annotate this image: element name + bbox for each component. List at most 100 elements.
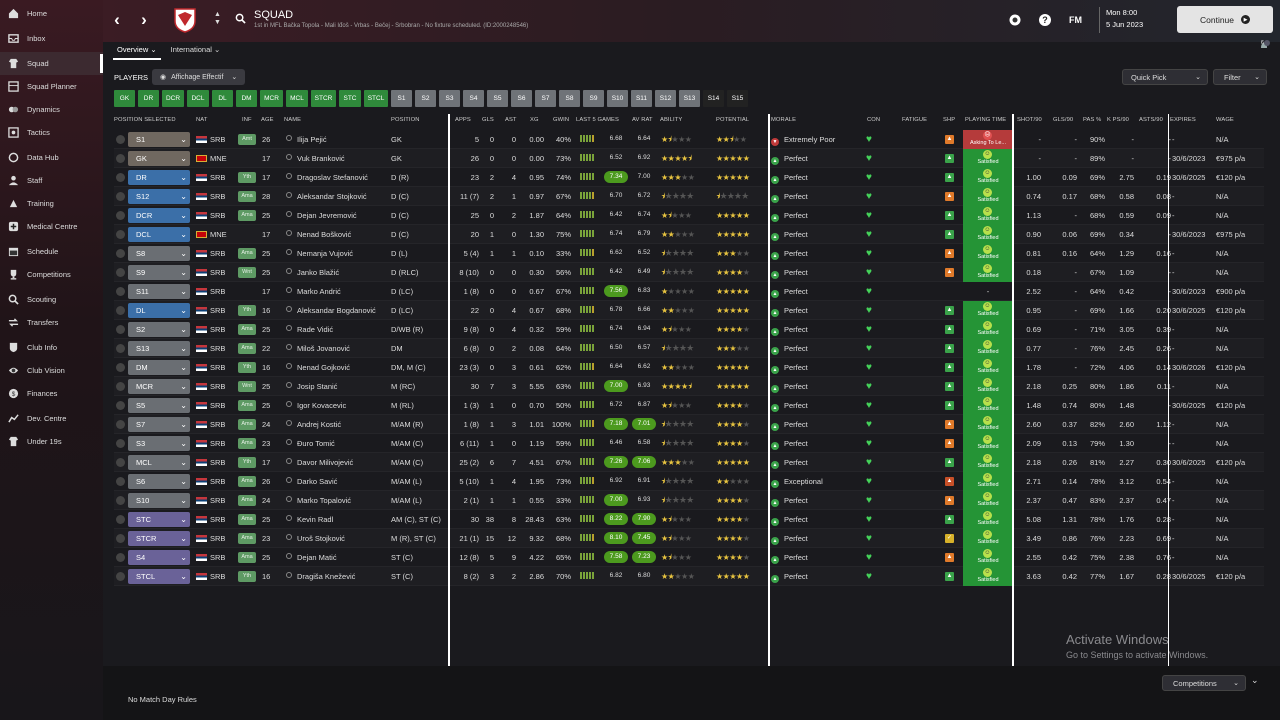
col-pas[interactable]: PAS %: [1083, 117, 1102, 123]
table-row[interactable]: S13 ⌄ SRB Ama 22 DM 6 (8) 0 2 0.08 64% 0.77 - 76% 2.45…: [114, 339, 1264, 358]
position-selector[interactable]: S8 ⌄: [128, 246, 190, 261]
collapse-panel-icon[interactable]: ⌄: [1251, 675, 1259, 685]
playing-time-status[interactable]: ☺ Satisfied: [963, 453, 1013, 472]
morale[interactable]: ▲ Perfect: [771, 434, 808, 453]
position-chip-s9[interactable]: S9: [583, 90, 604, 107]
player-name-link[interactable]: Marko Andrić: [286, 282, 341, 301]
position-selector[interactable]: GK ⌄: [128, 151, 190, 166]
position-selector[interactable]: S9 ⌄: [128, 265, 190, 280]
morale[interactable]: ▲ Perfect: [771, 149, 808, 168]
row-select-checkbox[interactable]: [116, 287, 125, 296]
col-con[interactable]: CON: [867, 117, 881, 123]
nationality[interactable]: SRB: [196, 339, 225, 358]
sidebar-item-squad[interactable]: Squad: [0, 52, 103, 75]
nationality[interactable]: SRB: [196, 434, 225, 453]
row-select-checkbox[interactable]: [116, 363, 125, 372]
col-kps90[interactable]: K PS/90: [1107, 117, 1129, 123]
sidebar-item-inbox[interactable]: Inbox: [0, 27, 103, 50]
player-name-link[interactable]: Nenad Bošković: [286, 225, 351, 244]
position-chip-s12[interactable]: S12: [655, 90, 676, 107]
table-row[interactable]: DR ⌄ SRB Yth 17 D (R) 23 2 4 0.95 74% 1.00 0.09 69% 2.…: [114, 168, 1264, 187]
competitions-dropdown[interactable]: Competitions ⌄: [1162, 675, 1246, 691]
position-selector[interactable]: S7 ⌄: [128, 417, 190, 432]
position-chip-s4[interactable]: S4: [463, 90, 484, 107]
nationality[interactable]: SRB: [196, 415, 225, 434]
search-icon[interactable]: [235, 13, 246, 24]
table-row[interactable]: MCR ⌄ SRB Wnt 25 M (RC) 30 7 3 5.55 63% 2.18 0.25 80%…: [114, 377, 1264, 396]
position-selector[interactable]: MCR ⌄: [128, 379, 190, 394]
playing-time-status[interactable]: ☺ Satisfied: [963, 472, 1013, 491]
nationality[interactable]: SRB: [196, 320, 225, 339]
position-chip-s1[interactable]: S1: [391, 90, 412, 107]
nationality[interactable]: SRB: [196, 244, 225, 263]
sidebar-item-dev-centre[interactable]: Dev. Centre: [0, 407, 103, 430]
notification-bell-icon[interactable]: [1258, 40, 1270, 52]
morale[interactable]: ▲ Exceptional: [771, 472, 823, 491]
player-name-link[interactable]: Ilija Pejić: [286, 130, 327, 149]
row-select-checkbox[interactable]: [116, 420, 125, 429]
col-playing-time[interactable]: PLAYING TIME: [965, 117, 1007, 123]
playing-time-status[interactable]: ☺ Satisfied: [963, 358, 1013, 377]
playing-time-status[interactable]: ☺ Satisfied: [963, 206, 1013, 225]
col-gls[interactable]: GLS: [482, 117, 494, 123]
row-select-checkbox[interactable]: [116, 553, 125, 562]
playing-time-status[interactable]: ☺ Satisfied: [963, 396, 1013, 415]
position-chip-s11[interactable]: S11: [631, 90, 652, 107]
morale[interactable]: ▲ Perfect: [771, 529, 808, 548]
table-row[interactable]: S7 ⌄ SRB Ama 24 M/AM (R) 1 (8) 1 3 1.01 100% 2.60 0.…: [114, 415, 1264, 434]
position-selector[interactable]: DCR ⌄: [128, 208, 190, 223]
morale[interactable]: ▲ Perfect: [771, 225, 808, 244]
position-selector[interactable]: S3 ⌄: [128, 436, 190, 451]
position-selector[interactable]: DM ⌄: [128, 360, 190, 375]
view-selector[interactable]: ◉ Affichage Effectif ⌄: [152, 69, 246, 85]
col-ast[interactable]: AST: [505, 117, 517, 123]
table-row[interactable]: S2 ⌄ SRB Ama 25 D/WB (R) 9 (8) 0 4 0.32 59% 0.69 - 71…: [114, 320, 1264, 339]
sidebar-item-tactics[interactable]: Tactics: [0, 121, 103, 144]
table-row[interactable]: S11 ⌄ SRB 17 D (LC) 1 (8) 0 0 0.67 67% 2.52 - 64% 0.4…: [114, 282, 1264, 301]
sidebar-item-training[interactable]: Training: [0, 192, 103, 215]
position-selector[interactable]: STCR ⌄: [128, 531, 190, 546]
col-inf[interactable]: INF: [242, 117, 252, 123]
playing-time-status[interactable]: ☺ Satisfied: [963, 263, 1013, 282]
sidebar-item-transfers[interactable]: Transfers: [0, 311, 103, 334]
quick-pick-dropdown[interactable]: Quick Pick ⌄: [1122, 69, 1208, 85]
nationality[interactable]: SRB: [196, 491, 225, 510]
morale[interactable]: ▲ Perfect: [771, 358, 808, 377]
col-asts90[interactable]: ASTS/90: [1139, 117, 1163, 123]
social-feed-icon[interactable]: [1008, 13, 1022, 27]
morale[interactable]: ▲ Perfect: [771, 510, 808, 529]
sidebar-item-medical-centre[interactable]: Medical Centre: [0, 215, 103, 238]
position-chip-gk[interactable]: GK: [114, 90, 135, 107]
player-name-link[interactable]: Aleksandar Bogdanović: [286, 301, 376, 320]
playing-time-status[interactable]: ☺ Satisfied: [963, 415, 1013, 434]
player-name-link[interactable]: Rade Vidić: [286, 320, 333, 339]
player-name-link[interactable]: Darko Savić: [286, 472, 337, 491]
player-name-link[interactable]: Kevin Radl: [286, 510, 333, 529]
row-select-checkbox[interactable]: [116, 401, 125, 410]
playing-time-status[interactable]: ☺ Satisfied: [963, 320, 1013, 339]
player-name-link[interactable]: Dejan Jevremović: [286, 206, 357, 225]
player-name-link[interactable]: Dejan Matić: [286, 548, 337, 567]
position-chip-s5[interactable]: S5: [487, 90, 508, 107]
row-select-checkbox[interactable]: [116, 230, 125, 239]
fm-menu-button[interactable]: FM: [1069, 15, 1082, 25]
playing-time-status[interactable]: ☺ Satisfied: [963, 377, 1013, 396]
row-select-checkbox[interactable]: [116, 458, 125, 467]
row-select-checkbox[interactable]: [116, 192, 125, 201]
player-name-link[interactable]: Vuk Branković: [286, 149, 345, 168]
morale[interactable]: ▲ Perfect: [771, 548, 808, 567]
nationality[interactable]: SRB: [196, 130, 225, 149]
table-row[interactable]: GK ⌄ MNE 17 GK 26 0 0 0.00 73% - -89% - -30/6/2023 €97…: [114, 149, 1264, 168]
nationality[interactable]: SRB: [196, 301, 225, 320]
col-morale[interactable]: MORALE: [771, 117, 797, 123]
morale[interactable]: ▲ Perfect: [771, 206, 808, 225]
morale[interactable]: ▲ Perfect: [771, 263, 808, 282]
nationality[interactable]: SRB: [196, 548, 225, 567]
col-fatigue[interactable]: FATIGUE: [902, 117, 928, 123]
morale[interactable]: ▲ Perfect: [771, 282, 808, 301]
position-chip-dm[interactable]: DM: [236, 90, 257, 107]
position-selector[interactable]: DCL ⌄: [128, 227, 190, 242]
position-selector[interactable]: S2 ⌄: [128, 322, 190, 337]
nationality[interactable]: SRB: [196, 206, 225, 225]
table-row[interactable]: S4 ⌄ SRB Ama 25 ST (C) 12 (8) 5 9 4.22 65% 2.55 0.42…: [114, 548, 1264, 567]
